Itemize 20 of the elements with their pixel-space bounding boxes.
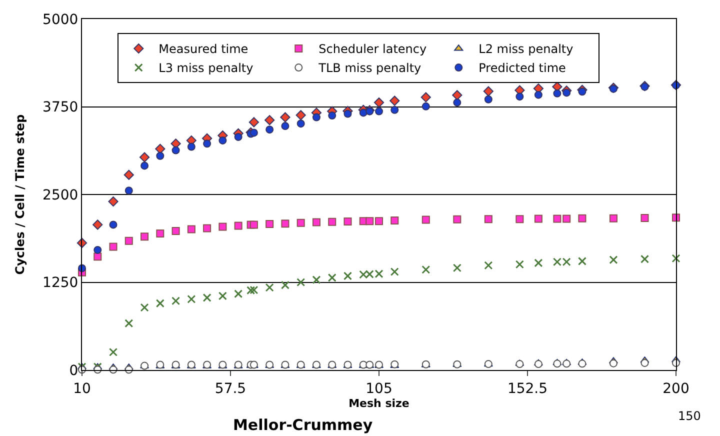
x-axis-title: Mesh size <box>348 396 410 410</box>
legend-label: TLB miss penalty <box>318 61 422 76</box>
y-tick-label: 3750 <box>42 100 78 116</box>
x-tick-label: 57.5 <box>214 380 246 397</box>
y-tick-label: 2500 <box>42 187 78 204</box>
text: Mellor-Crummey <box>233 416 373 434</box>
legend-label: Predicted time <box>478 61 566 76</box>
legend-label: Scheduler latency <box>318 42 427 56</box>
x-tick-label: 105 <box>366 380 392 397</box>
y-axis-title: Cycles / Cell / Time step <box>12 114 27 275</box>
x-tick-label: 152.5 <box>507 380 548 397</box>
y-tick-label: 1250 <box>42 275 78 292</box>
x-tick-label: 200 <box>662 380 690 397</box>
text: 150 <box>678 409 701 423</box>
y-tick-label: 5000 <box>42 12 78 28</box>
y-tick-label: 0 <box>69 362 78 379</box>
legend-label: L3 miss penalty <box>158 61 254 76</box>
x-tick-label: 10 <box>73 380 91 397</box>
legend-label: L2 miss penalty <box>478 42 574 56</box>
legend-label: Measured time <box>158 42 248 56</box>
